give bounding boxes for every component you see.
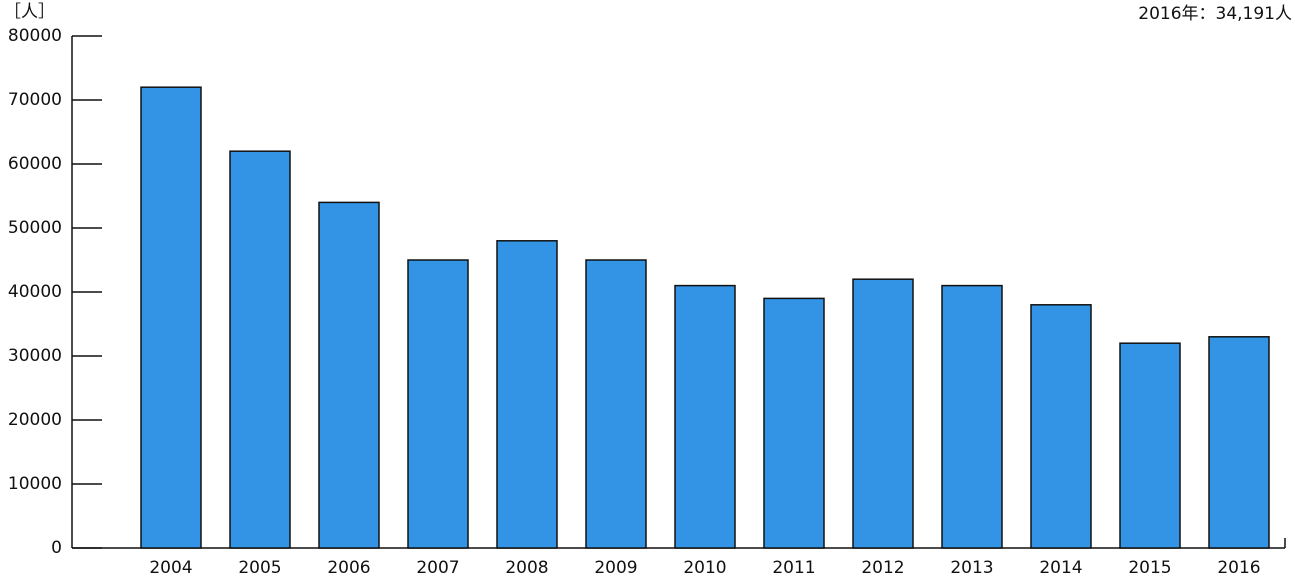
bar [140,86,202,549]
x-tick-label: 2015 [1128,558,1171,576]
x-tick-label: 2006 [327,558,370,576]
x-tick-label: 2010 [683,558,726,576]
bar [1119,342,1181,549]
bar [318,201,380,549]
bar [1030,304,1092,549]
y-tick-label: 20000 [8,410,62,430]
y-tick-label: 0 [51,538,62,558]
y-tick-label: 50000 [8,218,62,238]
x-tick-label: 2004 [149,558,192,576]
x-tick-label: 2014 [1039,558,1082,576]
x-tick-label: 2011 [772,558,815,576]
x-tick-label: 2012 [861,558,904,576]
y-tick-label: 70000 [8,90,62,110]
annotation: 2016年：34,191人 [1138,4,1292,24]
bar [941,284,1003,549]
bar [407,259,469,549]
y-tick-label: 30000 [8,346,62,366]
x-tick-label: 2009 [594,558,637,576]
bar [852,278,914,549]
bar [674,284,736,549]
x-tick-label: 2007 [416,558,459,576]
bar [585,259,647,549]
bar [763,297,825,549]
y-unit: ［人］ [4,2,55,22]
bar [496,240,558,549]
bar [1208,336,1270,549]
bar [229,150,291,549]
x-tick-label: 2005 [238,558,281,576]
x-tick-label: 2013 [950,558,993,576]
y-tick-label: 10000 [8,474,62,494]
x-tick-label: 2008 [505,558,548,576]
x-tick-label: 2016 [1217,558,1260,576]
y-tick-label: 40000 [8,282,62,302]
y-tick-label: 60000 [8,154,62,174]
y-tick-label: 80000 [8,26,62,46]
